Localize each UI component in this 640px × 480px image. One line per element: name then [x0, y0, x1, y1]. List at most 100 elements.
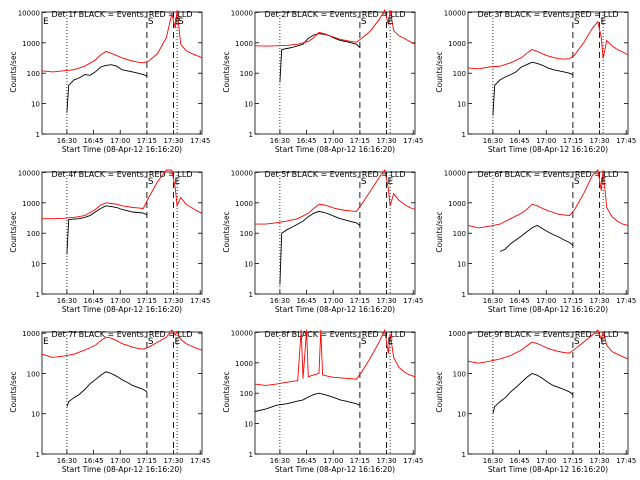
marker-label: S	[361, 17, 367, 27]
events-series-line	[492, 372, 574, 414]
x-tick-label: 17:30	[589, 457, 609, 465]
chart-title: Det 6f BLACK = Events, RED = LLD	[477, 170, 618, 179]
y-tick-label: 100	[240, 230, 253, 238]
x-tick-label: 17:45	[616, 457, 636, 465]
marker-label: S	[361, 337, 367, 347]
x-tick-label: 17:30	[589, 137, 609, 145]
y-axis-label: Counts/sec	[222, 211, 231, 252]
x-tick-label: 16:30	[483, 137, 503, 145]
y-tick-label: 10000	[444, 169, 466, 177]
x-tick-label: 17:00	[110, 457, 130, 465]
y-axis-label: Counts/sec	[435, 211, 444, 252]
x-tick-label: 17:15	[563, 297, 583, 305]
y-tick-label: 10	[244, 101, 253, 109]
x-tick-label: 17:15	[137, 297, 157, 305]
x-tick-label: 16:30	[57, 297, 77, 305]
x-axis-label: Start Time (08-Apr-12 16:16:20)	[275, 305, 395, 314]
marker-label: E	[388, 17, 394, 27]
y-tick-label: 1000	[448, 330, 466, 338]
x-tick-label: 16:45	[83, 297, 103, 305]
events-series-line	[279, 210, 361, 285]
plot-frame	[254, 11, 416, 135]
y-tick-label: 10000	[231, 169, 253, 177]
x-tick-label: 17:30	[163, 297, 183, 305]
x-tick-label: 17:15	[350, 297, 370, 305]
y-tick-label: 1	[249, 131, 253, 139]
chart-title: Det 9f BLACK = Events, RED = LLD	[477, 330, 618, 339]
y-tick-label: 1	[462, 451, 466, 459]
x-axis-label: Start Time (08-Apr-12 16:16:20)	[488, 465, 608, 474]
chart-panel-6: Det 6f BLACK = Events, RED = LLD 1 10 100 10…	[435, 169, 636, 314]
lld-series-line	[254, 8, 416, 47]
y-tick-label: 1000	[22, 200, 40, 208]
x-tick-label: 16:30	[483, 457, 503, 465]
x-tick-label: 16:45	[296, 457, 316, 465]
y-tick-label: 1000	[235, 200, 253, 208]
chart-panel-9: Det 9f BLACK = Events, RED = LLD 1 10 100 10…	[435, 329, 636, 474]
events-series-line	[66, 64, 148, 113]
x-tick-label: 16:30	[270, 457, 290, 465]
lld-series-line	[42, 169, 203, 220]
plot-frame	[41, 171, 203, 295]
marker-label: S	[148, 177, 154, 187]
chart-title: Det 7f BLACK = Events, RED = LLD	[51, 330, 192, 339]
y-tick-label: 100	[453, 370, 466, 378]
marker-label: E	[175, 17, 181, 27]
y-tick-label: 1	[249, 291, 253, 299]
x-tick-label: 17:15	[137, 457, 157, 465]
x-tick-label: 17:00	[323, 137, 343, 145]
x-axis-label: Start Time (08-Apr-12 16:16:20)	[62, 305, 182, 314]
lld-series-line	[254, 328, 416, 386]
marker-label: S	[178, 17, 184, 27]
x-tick-label: 16:45	[83, 457, 103, 465]
y-tick-label: 10	[457, 101, 466, 109]
x-tick-label: 16:30	[483, 297, 503, 305]
x-tick-label: 17:15	[350, 137, 370, 145]
y-axis-label: Counts/sec	[435, 371, 444, 412]
x-tick-label: 17:00	[536, 137, 556, 145]
y-tick-label: 10	[244, 421, 253, 429]
marker-label: E	[43, 337, 49, 347]
x-tick-label: 16:45	[296, 297, 316, 305]
chart-panel-5: Det 5f BLACK = Events, RED = LLD 1 10 100 10…	[222, 168, 423, 314]
x-tick-label: 17:45	[190, 457, 210, 465]
x-tick-label: 17:00	[323, 297, 343, 305]
y-tick-label: 1000	[22, 330, 40, 338]
x-tick-label: 16:30	[57, 457, 77, 465]
x-tick-label: 17:45	[403, 137, 423, 145]
y-axis-label: Counts/sec	[9, 371, 18, 412]
y-tick-label: 10000	[231, 9, 253, 17]
marker-label: E	[175, 337, 181, 347]
x-tick-label: 16:45	[296, 137, 316, 145]
y-tick-label: 1000	[235, 40, 253, 48]
x-axis-label: Start Time (08-Apr-12 16:16:20)	[488, 305, 608, 314]
chart-title: Det 3f BLACK = Events, RED = LLD	[477, 10, 618, 19]
chart-title: Det 8f BLACK = Events, RED = LLD	[264, 330, 405, 339]
events-series-line	[492, 61, 574, 116]
x-tick-label: 17:00	[536, 297, 556, 305]
chart-title: Det 5f BLACK = Events, RED = LLD	[264, 170, 405, 179]
x-tick-label: 17:30	[376, 457, 396, 465]
y-axis-label: Counts/sec	[222, 51, 231, 92]
chart-panel-4: Det 4f BLACK = Events, RED = LLD 1 10 100 10…	[9, 169, 210, 314]
y-tick-label: 1000	[22, 40, 40, 48]
marker-label: E	[601, 337, 607, 347]
plot-frame	[467, 11, 629, 135]
events-series-line	[66, 205, 148, 255]
x-tick-label: 16:45	[509, 137, 529, 145]
x-tick-label: 17:00	[110, 297, 130, 305]
events-series-line	[499, 224, 574, 252]
x-tick-label: 17:30	[163, 137, 183, 145]
y-tick-label: 10	[457, 411, 466, 419]
x-axis-label: Start Time (08-Apr-12 16:16:20)	[275, 145, 395, 154]
lld-series-line	[41, 9, 203, 73]
chart-panel-1: Det 1f BLACK = Events, RED = LLD 1 10 100 10…	[9, 9, 210, 154]
x-tick-label: 17:30	[376, 297, 396, 305]
y-tick-label: 10	[31, 101, 40, 109]
chart-panel-2: Det 2f BLACK = Events, RED = LLD 1 10 100 10…	[222, 8, 423, 154]
x-tick-label: 17:00	[536, 457, 556, 465]
x-tick-label: 17:30	[376, 137, 396, 145]
y-tick-label: 1	[36, 131, 40, 139]
y-tick-label: 10	[457, 261, 466, 269]
chart-panel-3: Det 3f BLACK = Events, RED = LLD 1 10 100 10…	[435, 9, 636, 154]
